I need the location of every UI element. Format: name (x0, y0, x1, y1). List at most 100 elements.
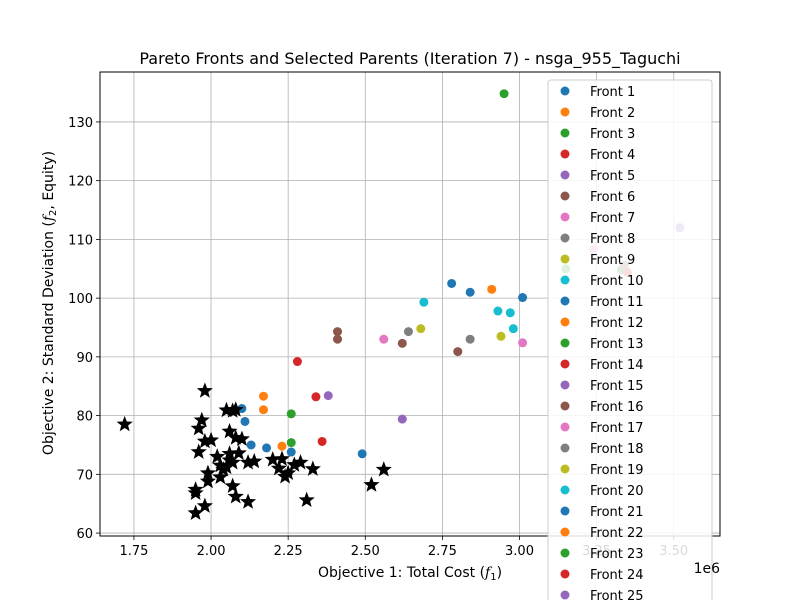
selected-parent-star (187, 504, 204, 520)
legend-marker (560, 170, 570, 180)
legend-box (547, 79, 713, 600)
legend-marker (560, 506, 570, 516)
x-axis-label: Objective 1: Total Cost (f1) (318, 565, 502, 583)
y-axis-label-text: Objective 2: Standard Deviation ( (41, 221, 57, 455)
selected-parent-star (363, 476, 380, 492)
x-axis-label-text: Objective 1: Total Cost ( (318, 565, 485, 581)
legend-label: Front 2 (590, 106, 635, 121)
y-tick-label: 60 (76, 527, 93, 542)
legend-marker (560, 212, 570, 222)
selected-parent-stars (116, 382, 392, 520)
legend-label: Front 5 (590, 169, 635, 184)
front-9-point (496, 331, 506, 341)
selected-parent-star (224, 477, 241, 493)
legend-marker (560, 233, 570, 243)
legend-label: Front 13 (590, 337, 644, 352)
selected-parent-star (239, 454, 257, 470)
front-6-point (333, 327, 343, 337)
y-axis-label-subscript: 2 (48, 210, 59, 216)
legend-marker (560, 380, 570, 390)
front-10-point (493, 306, 503, 316)
legend-label: Front 24 (590, 568, 644, 583)
selected-parent-star (227, 401, 244, 417)
front-9-point (416, 324, 426, 334)
front-6-point (397, 338, 407, 348)
selected-parent-star (190, 443, 207, 459)
legend-label: Front 4 (590, 148, 635, 163)
selected-parent-star (246, 452, 263, 469)
legend-label: Front 9 (590, 253, 635, 268)
legend-label: Front 22 (590, 526, 644, 541)
front-12-point (487, 284, 497, 294)
selected-parent-star (375, 461, 392, 477)
legend-marker (560, 443, 570, 453)
chart-title: Pareto Fronts and Selected Parents (Iter… (139, 49, 680, 69)
x-axis-label-subscript: 1 (490, 572, 496, 583)
selected-parent-star (218, 458, 235, 475)
front-5-point (323, 391, 333, 401)
selected-parent-star (196, 382, 213, 398)
front-1-point (357, 449, 367, 459)
legend-label: Front 20 (590, 484, 644, 499)
legend-label: Front 8 (590, 232, 635, 247)
selected-parent-star (280, 464, 297, 481)
legend-marker (560, 149, 570, 159)
legend-label: Front 3 (590, 127, 635, 142)
front-1-point (246, 440, 256, 450)
selected-parent-star (264, 451, 281, 467)
front-3-point (286, 438, 296, 448)
x-axis-label-end: ) (497, 565, 502, 581)
front-2-point (277, 441, 287, 451)
front-3-point (499, 89, 509, 99)
x-tick-label: 2.75 (428, 544, 457, 559)
x-axis-scale-label: 1e6 (694, 561, 721, 577)
selected-parent-star (199, 464, 217, 481)
legend-label: Front 14 (590, 358, 644, 373)
y-tick-label: 100 (68, 292, 93, 307)
front-6-point (333, 334, 343, 344)
front-10-point (419, 297, 429, 307)
front-6-point (453, 347, 463, 357)
legend-label: Front 18 (590, 442, 644, 457)
y-tick-label: 80 (76, 410, 93, 425)
legend-label: Front 17 (590, 421, 644, 436)
legend-marker (560, 590, 570, 600)
front-11-point (518, 293, 528, 303)
selected-parent-star (190, 420, 207, 436)
selected-parent-star (298, 491, 315, 508)
selected-parent-star (227, 488, 244, 504)
legend-label: Front 19 (590, 463, 644, 478)
front-4-point (317, 436, 327, 446)
x-tick-label: 1.75 (119, 544, 148, 559)
selected-parent-star (212, 468, 229, 485)
x-tick-label: 3.00 (505, 544, 534, 559)
legend-label: Front 15 (590, 379, 644, 394)
front-1-point (286, 447, 296, 457)
legend-marker (560, 191, 570, 201)
x-tick-label: 2.00 (197, 544, 226, 559)
selected-parent-star (196, 497, 213, 513)
front-5-point (397, 414, 407, 424)
legend-marker (560, 86, 570, 96)
selected-parent-star (221, 422, 238, 439)
selected-parent-star (187, 484, 204, 500)
legend-label: Front 16 (590, 400, 644, 415)
legend-marker (560, 275, 570, 285)
front-1-point (262, 443, 272, 453)
selected-parent-star (233, 430, 250, 446)
selected-parent-star (196, 432, 213, 449)
legend-marker (560, 485, 570, 495)
x-axis-label-symbol: f (484, 565, 493, 581)
front-11-point (465, 287, 475, 297)
front-2-point (258, 405, 268, 415)
legend-label: Front 11 (590, 295, 644, 310)
x-tick-label: 2.50 (351, 544, 380, 559)
y-tick-label: 130 (68, 116, 93, 131)
selected-parent-star (209, 448, 226, 464)
legend: Front 1 Front 2 Front 3 Front 4 Front 5 Front… (547, 79, 713, 600)
legend-marker (560, 401, 570, 411)
plot-frame (99, 71, 721, 537)
selected-parent-star (193, 411, 210, 428)
legend-marker (560, 422, 570, 432)
front-8-point (403, 327, 413, 337)
